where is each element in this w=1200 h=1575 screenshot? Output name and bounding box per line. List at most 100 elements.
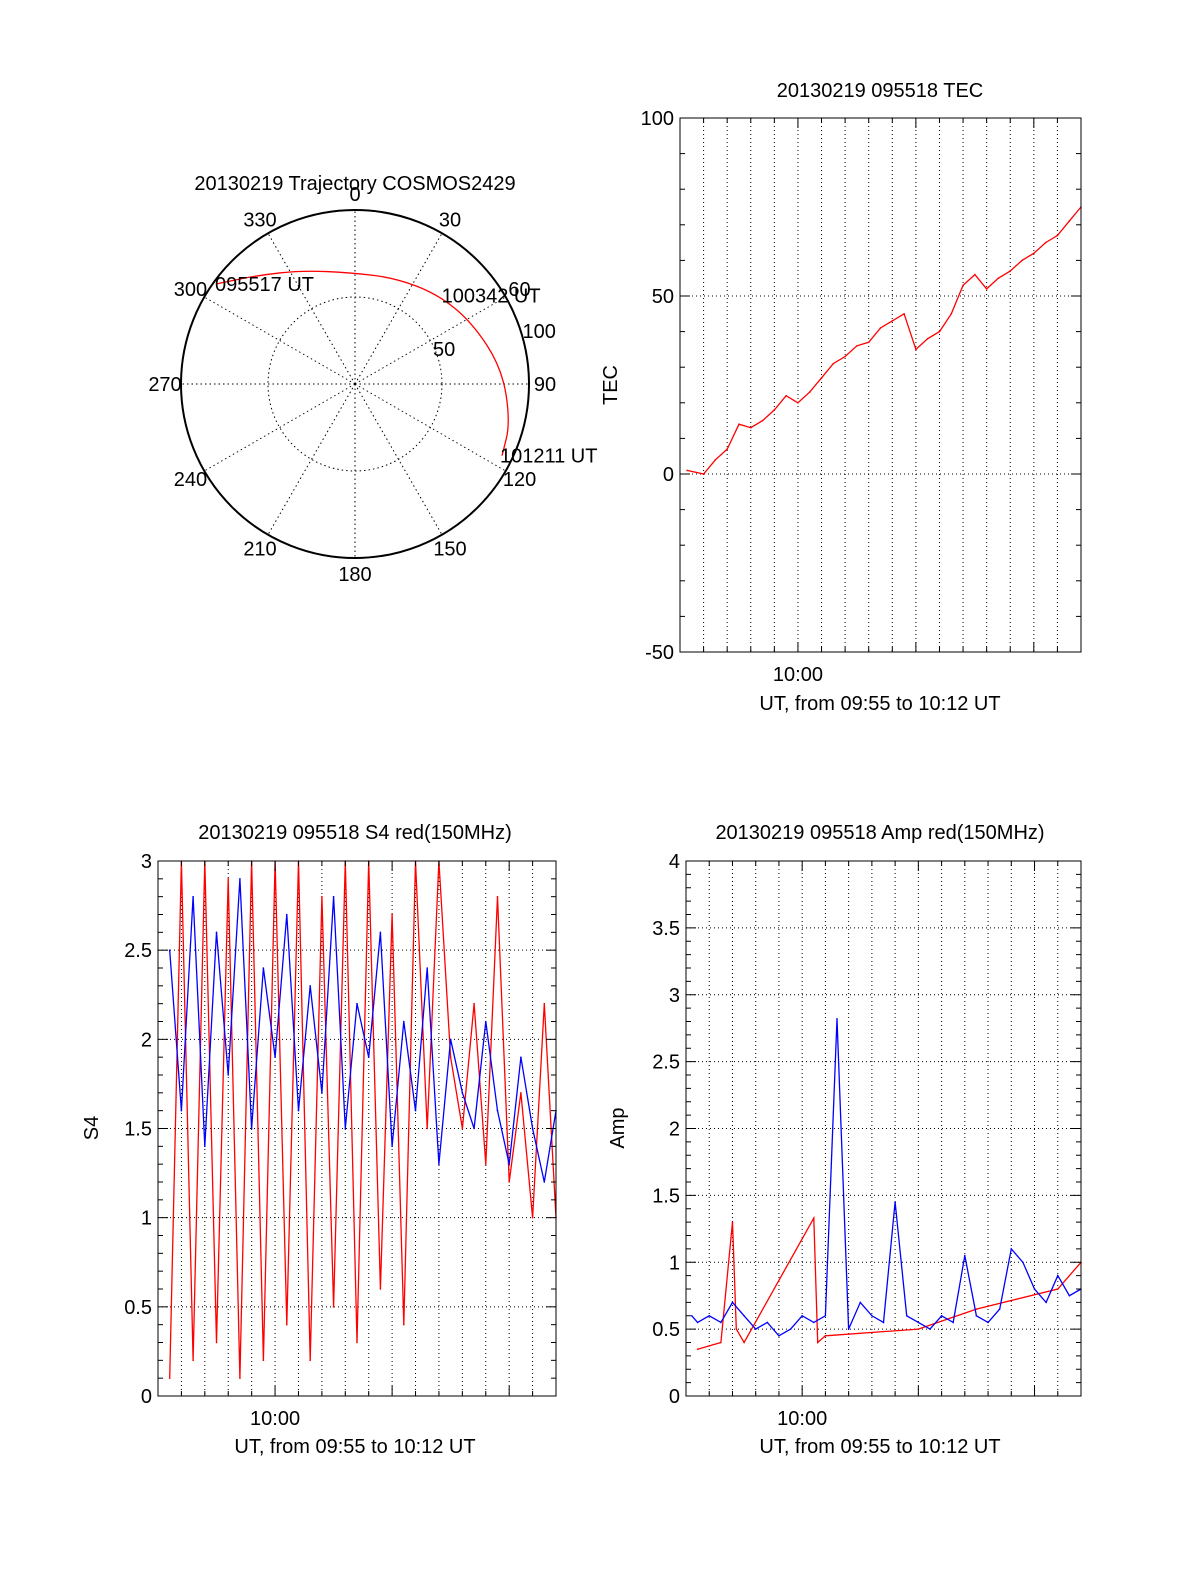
s4-point-red [449, 1056, 452, 1058]
tec-point-red [1033, 252, 1035, 255]
tec-point-red [938, 330, 941, 333]
s4-point-red [262, 1359, 265, 1362]
trajectory-angle-label: 210 [243, 539, 276, 561]
trajectory-radial-label: 50 [433, 339, 455, 361]
trajectory-angle-label: 180 [338, 564, 371, 586]
amp-point-blue [882, 1321, 885, 1324]
s4-point-red [192, 1359, 194, 1362]
trajectory-angle-labels: 0 30 60 90 120 150 180 210 240 270 300 330 [148, 184, 556, 586]
trajectory-path [216, 270, 509, 456]
amp-ytick-label: 3 [669, 985, 680, 1007]
s4-point-blue [391, 1145, 393, 1148]
amp-ytick-label: 2 [669, 1119, 680, 1141]
amp-ytick-label: 0.5 [652, 1319, 680, 1341]
amp-point-red [812, 1217, 815, 1219]
s4-point-red [543, 1002, 546, 1005]
trajectory-spoke [354, 383, 506, 472]
amp-point-red [1056, 1288, 1059, 1290]
amp-ylabel: Amp [607, 1107, 629, 1148]
tec-ticks [679, 117, 1082, 653]
trajectory-spoke [354, 233, 443, 385]
tec-point-red [797, 402, 799, 404]
s4-point-red [239, 1377, 241, 1379]
tec-ytick-label: 0 [663, 464, 674, 486]
s4-point-blue [344, 1127, 347, 1130]
amp-point-blue [720, 1321, 722, 1324]
s4-point-red [426, 1127, 429, 1130]
trajectory-spoke [354, 296, 506, 385]
amp-point-blue [952, 1321, 955, 1324]
s4-point-blue [426, 967, 429, 969]
tec-title: 20130219 095518 TEC [777, 80, 983, 102]
amp-xtick-label: 10:00 [777, 1408, 827, 1430]
tec-point-red [1044, 241, 1047, 244]
amp-point-blue [836, 1018, 838, 1020]
amp-x-tick-labels: 10:00 [777, 1408, 827, 1430]
tec-xlabel: UT, from 09:55 to 10:12 UT [759, 693, 1000, 715]
tec-point-red [1056, 234, 1059, 237]
amp-xlabel: UT, from 09:55 to 10:12 UT [759, 1436, 1000, 1458]
amp-title: 20130219 095518 Amp red(150MHz) [715, 822, 1044, 844]
amp-ticks [685, 860, 1082, 1397]
s4-series [168, 860, 557, 1379]
s4-point-red [309, 1359, 311, 1362]
s4-ytick-label: 0.5 [124, 1297, 152, 1319]
amp-point-blue [731, 1301, 734, 1304]
tec-point-red [879, 327, 882, 329]
tec-point-red [926, 337, 929, 340]
s4-ytick-label: 2 [141, 1029, 152, 1051]
amp-point-blue [824, 1314, 827, 1317]
tec-point-red [985, 288, 988, 290]
s4-ytick-label: 0 [141, 1386, 152, 1408]
tec-frame [679, 117, 1082, 653]
s4-point-blue [484, 1020, 487, 1023]
s4-point-blue [204, 1145, 206, 1148]
tec-point-red [962, 284, 964, 287]
tec-grid [680, 118, 1081, 652]
s4-point-blue [262, 967, 265, 969]
s4-point-red [168, 1377, 171, 1379]
amp-point-blue [801, 1314, 803, 1317]
amp-point-blue [812, 1321, 815, 1324]
amp-point-blue [894, 1201, 896, 1203]
tec-ytick-label: 100 [641, 108, 674, 130]
amp-point-blue [1068, 1294, 1071, 1297]
s4-panel: 20130219 095518 S4 red(150MHz) 0 0.5 1 1.5 2… [81, 822, 557, 1458]
s4-point-red [484, 1163, 487, 1165]
amp-point-red [975, 1308, 978, 1310]
s4-point-blue [297, 1109, 300, 1112]
amp-ytick-label: 2.5 [652, 1052, 680, 1074]
s4-xtick-label: 10:00 [250, 1408, 300, 1430]
tec-ytick-label: -50 [645, 642, 674, 664]
s4-point-blue [449, 1038, 452, 1041]
tec-point-red [867, 341, 870, 344]
amp-ytick-label: 4 [669, 851, 680, 873]
s4-y-tick-labels: 0 0.5 1 1.5 2 2.5 3 [124, 851, 152, 1408]
tec-point-red [820, 377, 823, 379]
amp-point-blue [778, 1335, 780, 1337]
s4-point-red [496, 895, 499, 898]
amp-point-blue [766, 1321, 769, 1324]
s4-point-red [531, 1216, 534, 1219]
amp-point-blue [691, 1314, 693, 1317]
tec-point-red [738, 423, 740, 425]
amp-point-blue [975, 1314, 978, 1317]
amp-point-red [917, 1328, 920, 1330]
trajectory-angle-label: 90 [534, 374, 556, 396]
amp-point-blue [964, 1254, 966, 1257]
s4-point-blue [332, 895, 335, 898]
tec-point-red [844, 355, 846, 358]
amp-ytick-label: 1.5 [652, 1185, 680, 1207]
s4-ylabel: S4 [81, 1116, 103, 1140]
amp-point-red [696, 1348, 699, 1350]
tec-point-red [1021, 259, 1023, 262]
tec-series [686, 206, 1082, 475]
s4-point-blue [227, 1074, 230, 1076]
trajectory-angle-label: 270 [148, 374, 181, 396]
s4-point-blue [250, 1127, 253, 1130]
amp-point-blue [754, 1328, 757, 1330]
tec-point-red [903, 313, 905, 315]
s4-ytick-label: 1.5 [124, 1119, 152, 1141]
amp-point-blue [859, 1301, 862, 1304]
